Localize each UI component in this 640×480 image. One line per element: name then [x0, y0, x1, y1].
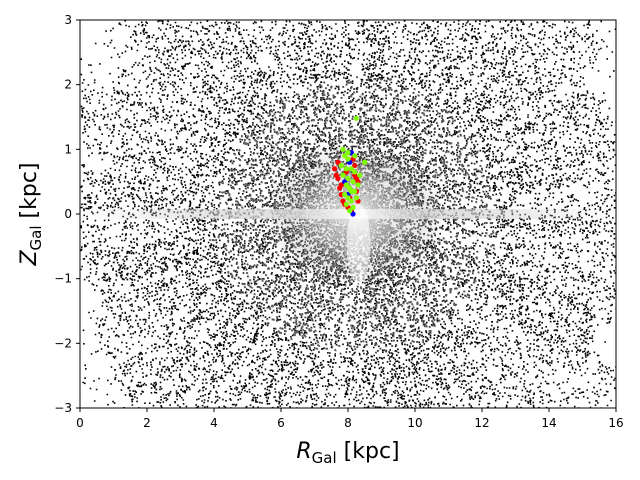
- y-axis-ticks: −3 −2 −1 0 1 2 3: [54, 13, 80, 415]
- x-tick-label: 14: [541, 416, 556, 430]
- series-0-point: [333, 172, 339, 178]
- series-2-point: [357, 172, 363, 178]
- series-2-point: [342, 153, 348, 159]
- series-2-point: [350, 204, 356, 211]
- x-tick-label: 16: [608, 416, 623, 430]
- series-0-point: [332, 166, 338, 172]
- y-tick-label: 0: [64, 207, 72, 221]
- series-2-point: [355, 182, 361, 188]
- series-2-point: [362, 159, 368, 165]
- series-2-point: [348, 188, 354, 194]
- x-tick-label: 8: [344, 416, 352, 430]
- x-axis-label: RGal [kpc]: [296, 439, 399, 467]
- series-2-point: [340, 172, 346, 178]
- scatter-points: [332, 115, 368, 217]
- series-2-point: [340, 146, 346, 152]
- series-2-point: [345, 149, 351, 156]
- y-axis-label: ZGal [kpc]: [17, 162, 45, 266]
- y-tick-label: −1: [54, 272, 72, 286]
- axis-label-subscript: Gal: [27, 225, 45, 250]
- series-2-point: [338, 162, 344, 169]
- series-0-point: [335, 159, 341, 165]
- series-2-point: [345, 195, 351, 201]
- series-2-point: [343, 182, 349, 188]
- series-1-point: [350, 211, 356, 217]
- axis-label-symbol: Z: [17, 250, 42, 267]
- series-2-point: [342, 192, 348, 198]
- x-tick-label: 6: [277, 416, 285, 430]
- series-0-point: [352, 162, 358, 169]
- y-tick-label: −2: [54, 336, 72, 350]
- series-2-point: [348, 198, 354, 204]
- axis-label-subscript: Gal: [312, 449, 337, 467]
- y-tick-label: 2: [64, 78, 72, 92]
- y-tick-label: 1: [64, 142, 72, 156]
- x-tick-label: 4: [210, 416, 218, 430]
- x-axis-ticks: 0 2 4 6 8 10 12 14 16: [76, 408, 624, 430]
- series-2-point: [352, 169, 358, 175]
- series-2-point: [348, 166, 354, 172]
- series-2-point: [343, 201, 349, 207]
- series-2-point: [350, 179, 356, 185]
- x-tick-label: 10: [407, 416, 422, 430]
- x-tick-label: 2: [143, 416, 151, 430]
- axis-label-unit: [kpc]: [17, 162, 42, 225]
- y-tick-label: 3: [64, 13, 72, 27]
- series-0-point: [338, 182, 344, 188]
- series-2-point: [345, 175, 351, 182]
- series-2-point: [353, 195, 359, 201]
- series-2-point: [345, 156, 351, 162]
- series-2-point: [352, 153, 358, 159]
- sun-glow-core: [346, 204, 371, 284]
- density-map: [80, 20, 616, 408]
- axis-label-unit: [kpc]: [337, 439, 400, 464]
- series-2-point: [347, 208, 353, 214]
- axis-label-symbol: R: [296, 439, 311, 464]
- y-tick-label: −3: [54, 401, 72, 415]
- series-2-point: [353, 115, 359, 121]
- x-tick-label: 12: [474, 416, 489, 430]
- x-tick-label: 0: [76, 416, 84, 430]
- series-2-point: [343, 166, 349, 172]
